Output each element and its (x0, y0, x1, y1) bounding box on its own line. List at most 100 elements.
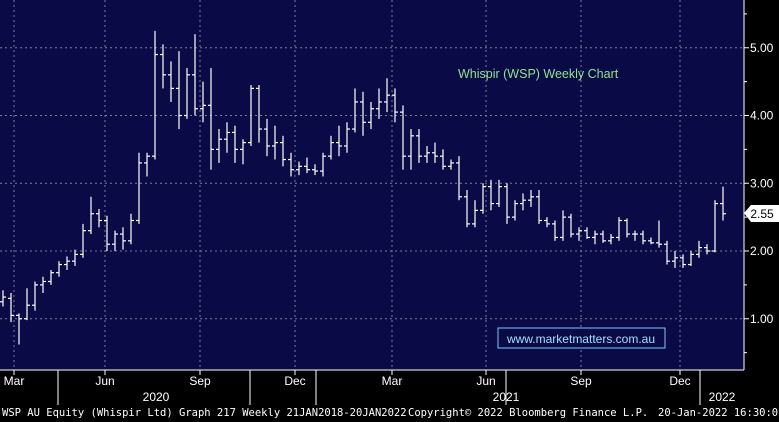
price-tick-label: 5.00 (750, 41, 774, 55)
ohlc-bar (136, 152, 142, 224)
month-label: Jun (476, 374, 495, 388)
year-label: 2021 (493, 390, 520, 404)
ohlc-bar (88, 196, 94, 235)
ohlc-bar (104, 215, 110, 251)
ohlc-bar (704, 244, 710, 255)
ohlc-bar (312, 164, 318, 176)
ohlc-bar (0, 290, 6, 307)
ohlc-bar (496, 179, 502, 207)
ohlc-bar (424, 145, 430, 163)
watermark-box (497, 327, 666, 349)
ohlc-bar (160, 44, 166, 89)
ohlc-bar (272, 125, 278, 160)
ohlc-bar (192, 34, 198, 116)
ohlc-bar (248, 85, 254, 146)
ohlc-bar (504, 183, 510, 224)
ohlc-chart: Whispir (WSP) Weekly Chart www.marketmat… (0, 0, 779, 405)
ohlc-bar (384, 78, 390, 113)
ohlc-bar (592, 230, 598, 245)
ohlc-bar (648, 237, 654, 245)
ohlc-bar (536, 190, 542, 224)
ohlc-bar (328, 135, 334, 160)
ohlc-bar (448, 159, 454, 170)
ohlc-bar (680, 254, 686, 268)
ohlc-bar (696, 240, 702, 258)
price-axis-ticks: 1.00 2.00 3.00 4.00 5.00 (744, 13, 774, 354)
ohlc-bar (400, 105, 406, 170)
ohlc-bar (368, 101, 374, 130)
ohlc-bar (664, 240, 670, 265)
month-label: Mar (382, 374, 403, 388)
ohlc-bar (288, 152, 294, 177)
ohlc-bar (560, 210, 566, 241)
ohlc-bar (24, 288, 30, 321)
ohlc-bar (8, 293, 14, 323)
ohlc-bar (320, 152, 326, 177)
plot-background (0, 0, 744, 370)
ohlc-bar (56, 261, 62, 277)
ohlc-bar (712, 200, 718, 253)
ohlc-bar (256, 85, 262, 143)
ohlc-bar (336, 125, 342, 157)
ohlc-bar (528, 190, 534, 207)
month-label: Sep (189, 374, 211, 388)
ohlc-bar (392, 88, 398, 123)
ohlc-bar (144, 152, 150, 177)
ohlc-bar (456, 156, 462, 201)
month-label: Jun (95, 374, 114, 388)
ohlc-bar (376, 88, 382, 119)
ohlc-bar (488, 179, 494, 211)
ohlc-bar (600, 230, 606, 243)
ohlc-bar (16, 313, 22, 345)
watermark-text: www.marketmatters.com.au (506, 332, 655, 346)
ohlc-bar (632, 230, 638, 241)
price-bars (0, 30, 726, 345)
ohlc-bar (432, 142, 438, 163)
ohlc-bar (224, 122, 230, 153)
ohlc-bar (472, 200, 478, 228)
ohlc-bar (296, 161, 302, 176)
ohlc-bar (184, 68, 190, 119)
ohlc-bar (216, 129, 222, 163)
time-axis-months: Mar Jun Sep Dec Mar Jun Sep Dec (4, 370, 691, 388)
price-tick-label: 1.00 (750, 312, 774, 326)
ohlc-bar (240, 139, 246, 165)
ohlc-bar (464, 190, 470, 228)
month-label: Mar (4, 374, 25, 388)
ohlc-bar (552, 220, 558, 241)
ohlc-bar (672, 251, 678, 268)
ohlc-bar (416, 129, 422, 163)
footer-security-info: WSP AU Equity (Whispir Ltd) Graph 217 We… (2, 407, 407, 419)
ohlc-bar (152, 30, 158, 160)
ohlc-bar (112, 230, 118, 251)
ohlc-bar (656, 220, 662, 248)
ohlc-bar (640, 230, 646, 245)
ohlc-bar (96, 208, 102, 228)
last-price-tag (744, 205, 779, 222)
price-tick-label: 4.00 (750, 109, 774, 123)
ohlc-bar (80, 223, 86, 258)
ohlc-bar (608, 234, 614, 245)
year-label: 2020 (143, 390, 170, 404)
ohlc-bar (280, 135, 286, 167)
ohlc-bar (128, 213, 134, 245)
footer-copyright: Copyright© 2022 Bloomberg Finance L.P. (408, 407, 649, 419)
price-tick-label: 2.00 (750, 244, 774, 258)
status-footer: WSP AU Equity (Whispir Ltd) Graph 217 We… (0, 405, 779, 422)
ohlc-bar (40, 276, 46, 294)
ohlc-bar (200, 81, 206, 123)
ohlc-bar (232, 125, 238, 163)
ohlc-bar (720, 186, 726, 221)
ohlc-bar (168, 61, 174, 102)
time-axis-years: 2020 2021 2022 (57, 370, 736, 405)
ohlc-bar (616, 217, 622, 241)
month-label: Dec (669, 374, 690, 388)
ohlc-bar (120, 227, 126, 250)
ohlc-bar (176, 51, 182, 130)
month-label: Dec (284, 374, 305, 388)
ohlc-bar (208, 68, 214, 170)
last-price-marker: 2.55 (744, 205, 779, 222)
ohlc-bar (304, 157, 310, 174)
price-tick-label: 3.00 (750, 176, 774, 190)
